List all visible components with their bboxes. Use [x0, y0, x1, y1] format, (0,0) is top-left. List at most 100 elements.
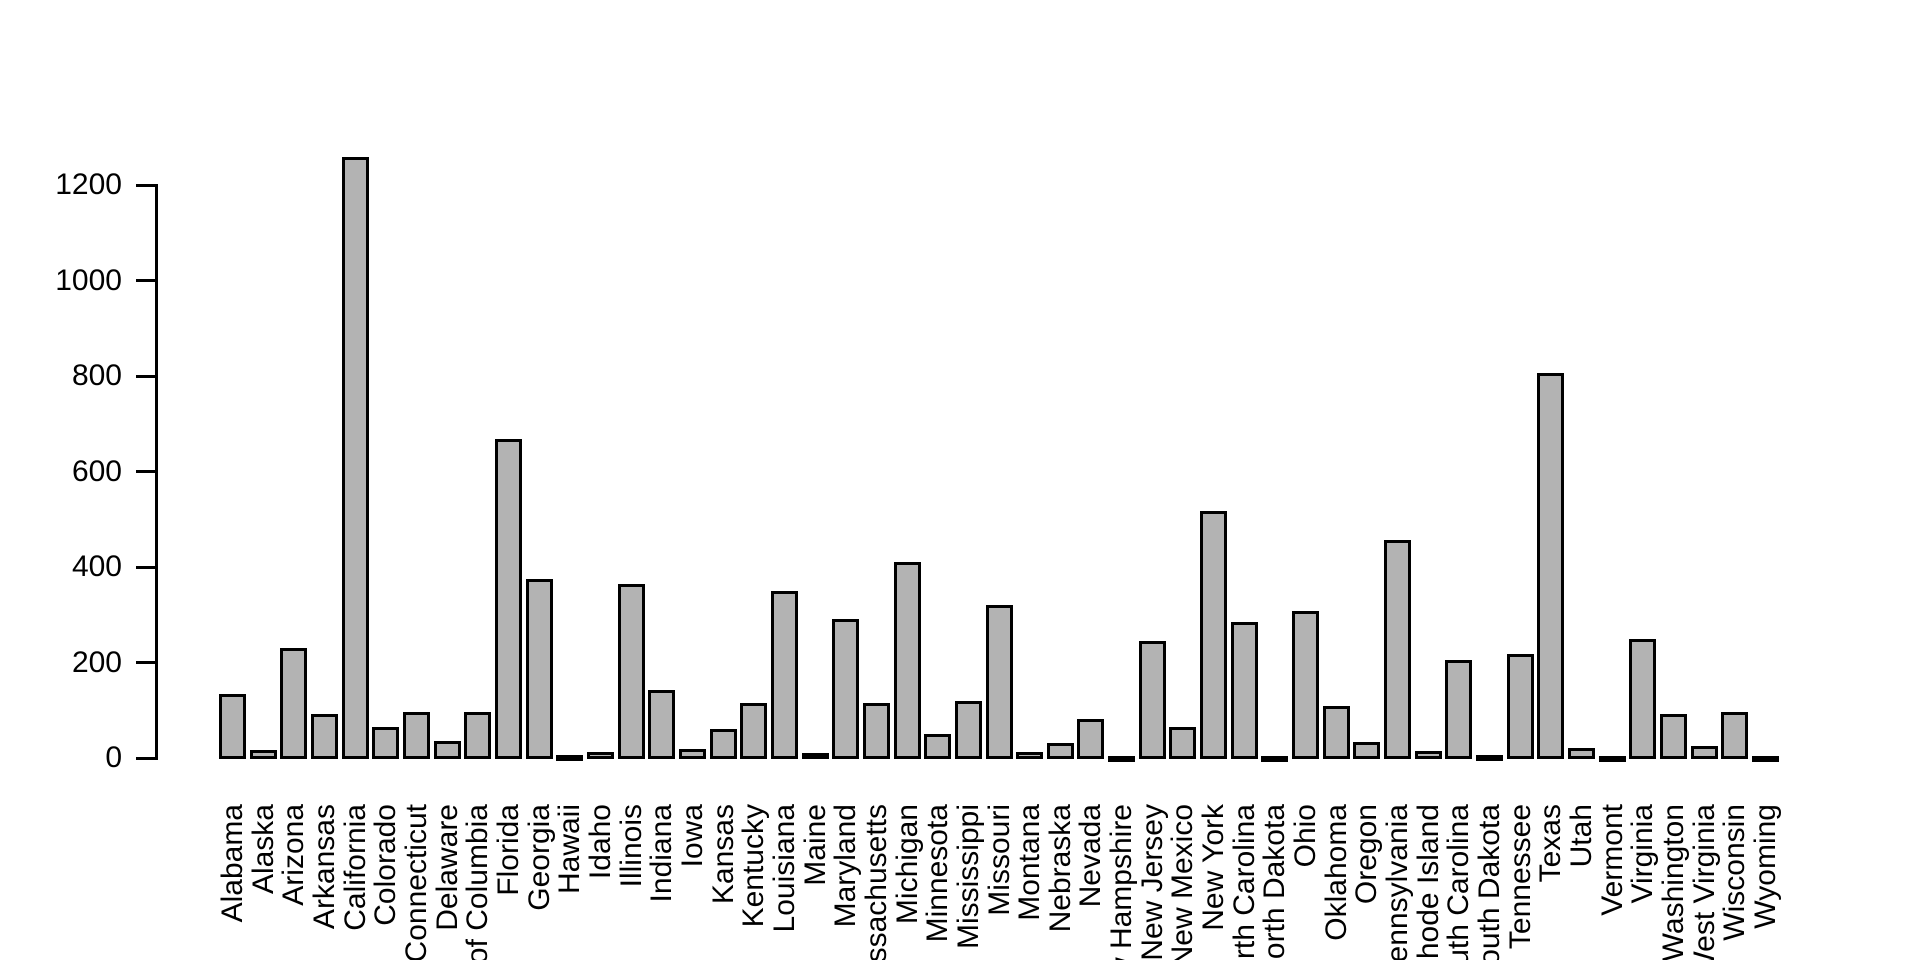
- x-tick-label: New Jersey: [1135, 804, 1169, 960]
- bar-north-carolina: [1231, 622, 1258, 759]
- x-tick-label: Pennsylvania: [1380, 804, 1414, 960]
- x-tick-label: Tennessee: [1503, 804, 1537, 950]
- y-tick-label: 1000: [55, 263, 122, 297]
- bar-maine: [802, 753, 829, 759]
- y-tick-label: 800: [71, 359, 122, 392]
- x-tick-label: Nevada: [1073, 804, 1107, 908]
- y-tick-label: 400: [71, 550, 122, 583]
- x-tick-label: Utah: [1564, 804, 1598, 868]
- x-tick-label: Ohio: [1288, 804, 1322, 868]
- bar-nevada: [1077, 719, 1104, 759]
- x-tick-label: Missouri: [982, 804, 1016, 916]
- bar-california: [342, 157, 369, 759]
- bar-iowa: [679, 749, 706, 759]
- x-tick-label: New York: [1196, 804, 1230, 931]
- bar-louisiana: [771, 591, 798, 759]
- bar-kentucky: [740, 703, 767, 759]
- x-tick-label: California: [338, 804, 372, 931]
- bar-delaware: [434, 741, 461, 759]
- bar-montana: [1016, 752, 1043, 759]
- x-tick-label: Iowa: [675, 804, 709, 868]
- x-tick-label: Vermont: [1595, 804, 1629, 916]
- bar-minnesota: [924, 734, 951, 759]
- bar-texas: [1537, 373, 1564, 759]
- bar-new-jersey: [1139, 641, 1166, 759]
- x-tick-label: Maine: [798, 804, 832, 886]
- bar-connecticut: [403, 712, 430, 759]
- bar-wisconsin: [1721, 712, 1748, 759]
- bar-south-carolina: [1445, 660, 1472, 759]
- x-tick-label: Delaware: [430, 804, 464, 931]
- x-tick-label: South Carolina: [1441, 804, 1475, 960]
- bar-ohio: [1292, 611, 1319, 759]
- x-tick-label: Oklahoma: [1319, 804, 1353, 941]
- y-tick: [136, 565, 156, 569]
- x-tick-label: Rhode Island: [1411, 804, 1445, 960]
- bar-rhode-island: [1415, 751, 1442, 759]
- x-tick-label: Georgia: [522, 804, 556, 911]
- y-tick: [136, 183, 156, 187]
- x-tick-label: Arizona: [276, 804, 310, 906]
- bar-west-virginia: [1691, 746, 1718, 759]
- bar-virginia: [1629, 639, 1656, 759]
- bar-illinois: [618, 584, 645, 759]
- bar-colorado: [372, 727, 399, 759]
- bar-georgia: [526, 579, 553, 759]
- x-tick-label: Montana: [1012, 804, 1046, 921]
- bar-mississippi: [955, 701, 982, 759]
- bar-kansas: [710, 729, 737, 759]
- x-tick-label: Michigan: [890, 804, 924, 925]
- bar-north-dakota: [1261, 756, 1288, 762]
- x-tick-label: Minnesota: [920, 804, 954, 943]
- x-tick-label: Idaho: [583, 804, 617, 880]
- bar-new-hampshire: [1108, 756, 1135, 762]
- x-tick-label: Wisconsin: [1717, 804, 1751, 941]
- x-tick-label: Indiana: [644, 804, 678, 903]
- bar-nebraska: [1047, 743, 1074, 759]
- y-tick: [136, 279, 156, 282]
- y-tick: [136, 470, 156, 473]
- x-tick-label: Texas: [1533, 804, 1567, 883]
- x-tick-label: Maryland: [828, 804, 862, 928]
- x-tick-label: Florida: [491, 804, 525, 896]
- y-axis-line: [155, 183, 158, 760]
- bar-alaska: [250, 750, 277, 759]
- bar-district-of-columbia: [464, 712, 491, 759]
- x-tick-label: Colorado: [368, 804, 402, 926]
- x-tick-label: Illinois: [614, 804, 648, 888]
- x-tick-label: Wyoming: [1748, 804, 1782, 929]
- bar-massachusetts: [863, 703, 890, 759]
- y-tick-label: 200: [71, 645, 122, 679]
- y-tick: [136, 374, 156, 378]
- bar-utah: [1568, 748, 1595, 759]
- bar-tennessee: [1507, 654, 1534, 759]
- bar-indiana: [648, 690, 675, 759]
- x-tick-label: North Carolina: [1227, 804, 1261, 960]
- x-tick-label: South Dakota: [1472, 804, 1506, 960]
- bar-new-mexico: [1169, 727, 1196, 759]
- y-tick-label: 600: [71, 454, 122, 488]
- bar-hawaii: [556, 755, 583, 761]
- x-tick-label: Hawaii: [552, 804, 586, 895]
- x-tick-label: West Virginia: [1687, 804, 1721, 960]
- x-tick-label: Arkansas: [307, 804, 341, 930]
- x-tick-label: North Dakota: [1257, 804, 1291, 960]
- x-tick-label: Massachusetts: [859, 804, 893, 960]
- x-tick-label: Connecticut: [399, 804, 433, 960]
- bar-washington: [1660, 714, 1687, 759]
- bar-maryland: [832, 619, 859, 759]
- bar-new-york: [1200, 511, 1227, 759]
- x-tick-label: Virginia: [1625, 804, 1659, 904]
- bar-alabama: [219, 694, 246, 759]
- x-tick-label: Oregon: [1349, 804, 1383, 905]
- y-tick: [136, 661, 156, 664]
- bar-pennsylvania: [1384, 540, 1411, 759]
- x-tick-label: Washington: [1656, 804, 1690, 960]
- bar-wyoming: [1752, 756, 1779, 762]
- x-tick-label: Kentucky: [736, 804, 770, 928]
- x-tick-label: New Mexico: [1165, 804, 1199, 960]
- bar-florida: [495, 439, 522, 759]
- y-tick-label: 0: [105, 741, 122, 774]
